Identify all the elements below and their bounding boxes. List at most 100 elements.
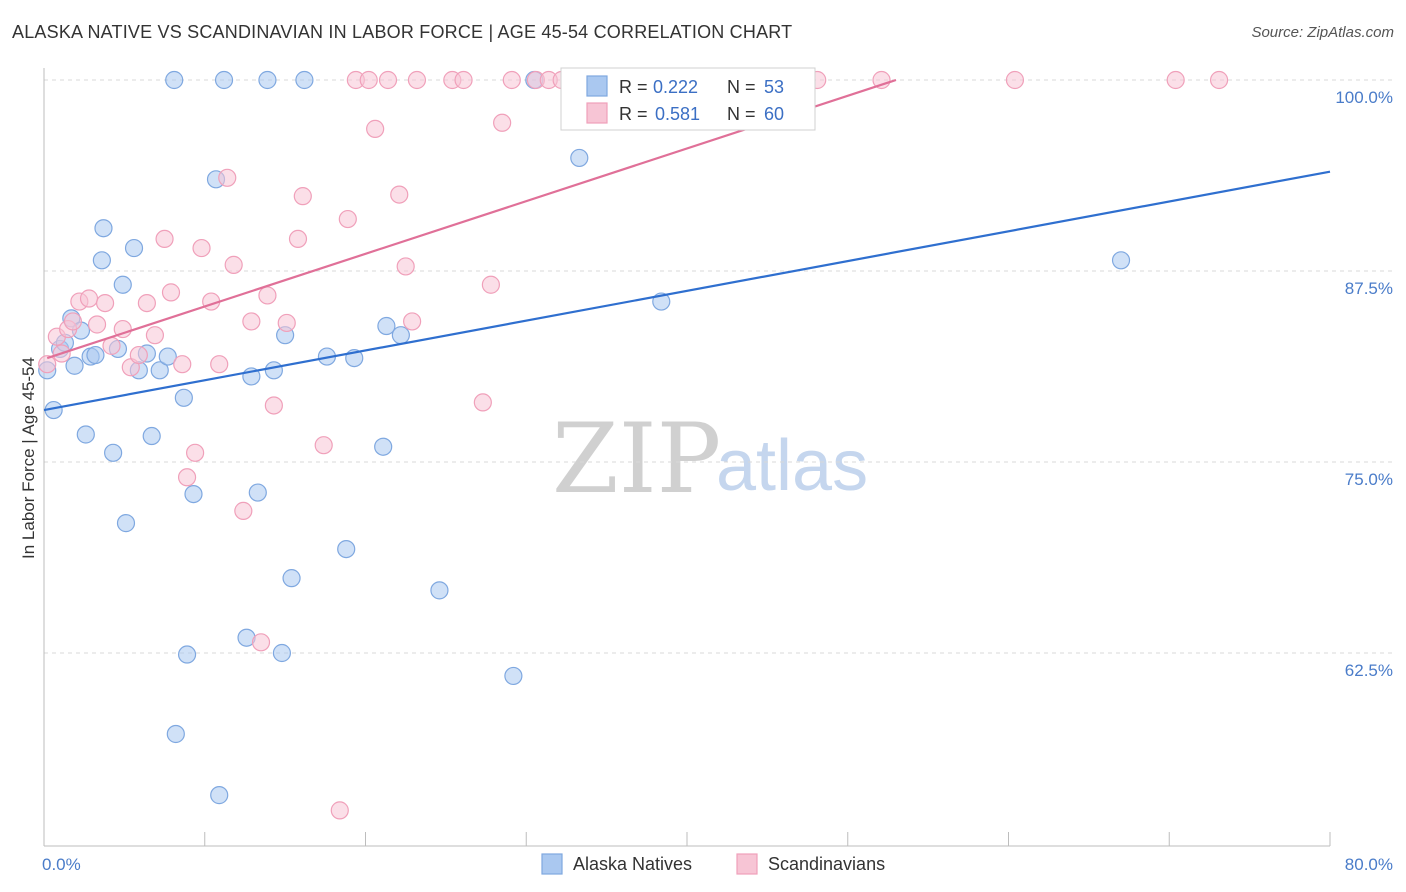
alaska-native-point	[272, 643, 292, 663]
scandinavian-point	[338, 209, 357, 229]
scandinavian-point	[264, 396, 283, 415]
scandinavian-point	[277, 313, 296, 333]
scandinavian-point	[293, 187, 312, 206]
scandinavian-point	[113, 319, 132, 339]
legend-n-value-pink: 60	[764, 104, 784, 124]
alaska-native-point	[177, 645, 197, 664]
scandinavian-point	[403, 312, 422, 331]
scandinavian-point	[224, 255, 243, 274]
legend-r-value-blue: 0.222	[653, 77, 698, 97]
scandinavian-point	[502, 70, 521, 90]
scandinavian-point	[493, 113, 512, 132]
scandinavian-point	[251, 633, 271, 652]
bottom-legend-swatch-blue	[541, 853, 563, 875]
scandinavian-point	[95, 293, 115, 313]
x-tick-label-max: 80.0%	[1345, 855, 1393, 874]
alaska-native-point	[214, 70, 234, 90]
alaska-native-point	[210, 786, 229, 805]
watermark-atlas: atlas	[716, 426, 868, 506]
grid-lines	[44, 79, 1395, 654]
scandinavian-point	[218, 168, 237, 187]
y-tick-label: 75.0%	[1345, 470, 1393, 489]
series-alaska-natives	[38, 70, 1131, 805]
scandinavian-point	[234, 501, 253, 520]
scandinavian-point	[210, 355, 229, 374]
scandinavian-point	[79, 289, 99, 308]
alaska-native-point	[113, 275, 132, 294]
y-axis-label: In Labor Force | Age 45-54	[19, 357, 38, 559]
alaska-native-point	[504, 666, 523, 686]
bottom-legend-label-scandinavians: Scandinavians	[768, 854, 885, 874]
scandinavian-point	[390, 185, 409, 204]
scandinavian-point	[87, 315, 107, 334]
legend-r-label-pink: R =	[619, 104, 648, 124]
alaska-native-point	[337, 539, 356, 559]
y-tick-label: 62.5%	[1345, 661, 1393, 680]
alaska-native-point	[165, 70, 184, 90]
bottom-legend-label-alaska: Alaska Natives	[573, 854, 692, 874]
scandinavian-point	[173, 355, 192, 374]
scandinavian-point	[359, 70, 378, 90]
alaska-native-point	[430, 581, 449, 600]
alaska-native-point	[76, 425, 95, 444]
scandinavian-point	[288, 229, 308, 249]
scandinavian-point	[145, 326, 165, 345]
x-ticks	[43, 832, 1331, 846]
alaska-native-point	[377, 316, 396, 336]
legend-n-value-blue: 53	[764, 77, 784, 97]
scandinavian-point	[155, 229, 174, 249]
scandinavian-point	[378, 70, 398, 90]
stats-legend: R = 0.222 N = 53 R = 0.581 N = 60	[560, 67, 816, 131]
alaska-native-point	[94, 219, 113, 238]
scandinavian-point	[192, 238, 211, 258]
scandinavian-point	[454, 70, 473, 90]
alaska-native-point	[570, 148, 589, 168]
scandinavian-point	[242, 312, 261, 331]
legend-r-value-pink: 0.581	[655, 104, 700, 124]
source-label: Source: ZipAtlas.com	[1251, 24, 1394, 41]
legend-swatch-pink	[586, 102, 608, 124]
chart-title: ALASKA NATIVE VS SCANDINAVIAN IN LABOR F…	[12, 22, 793, 42]
scandinavian-point	[396, 257, 415, 276]
x-tick-label-min: 0.0%	[42, 855, 81, 874]
legend-swatch-blue	[586, 75, 608, 97]
alaska-native-point	[174, 388, 193, 407]
scandinavian-point	[186, 443, 205, 462]
alaska-native-point	[92, 251, 111, 270]
scandinavian-point	[1005, 70, 1025, 90]
y-tick-label: 87.5%	[1345, 279, 1393, 298]
alaska-native-point	[158, 347, 177, 366]
scandinavian-point	[1209, 70, 1229, 90]
scandinavian-point	[366, 119, 385, 138]
scandinavian-point	[330, 801, 349, 820]
alaska-native-point	[124, 238, 144, 258]
alaska-native-point	[142, 426, 161, 446]
alaska-native-point	[166, 724, 185, 744]
alaska-native-point	[295, 70, 314, 90]
watermark-zip: ZIP	[552, 403, 721, 515]
scandinavian-point	[407, 70, 427, 90]
bottom-legend-swatch-pink	[736, 853, 758, 875]
alaska-native-point	[65, 356, 84, 375]
scandinavian-point	[38, 355, 57, 374]
y-tick-labels: 100.0% 87.5% 75.0% 62.5%	[1335, 88, 1393, 680]
scandinavian-point	[314, 436, 333, 455]
alaska-native-point	[86, 345, 105, 365]
alaska-native-point	[150, 361, 169, 380]
scandinavian-point	[481, 275, 500, 294]
legend-n-label-pink: N =	[727, 104, 756, 124]
scandinavian-point	[258, 286, 277, 305]
trend-line-alaska-natives	[43, 170, 1331, 412]
alaska-native-point	[391, 326, 410, 345]
scandinavian-point	[137, 293, 156, 313]
alaska-native-point	[1111, 251, 1131, 270]
alaska-native-point	[282, 569, 301, 588]
series-legend: Alaska Natives Scandinavians	[541, 853, 885, 875]
alaska-native-point	[104, 443, 123, 462]
y-tick-label: 100.0%	[1335, 88, 1393, 107]
scandinavian-point	[177, 468, 197, 487]
scandinavian-point	[63, 312, 83, 331]
alaska-native-point	[264, 361, 283, 380]
scandinavian-point	[129, 345, 148, 365]
